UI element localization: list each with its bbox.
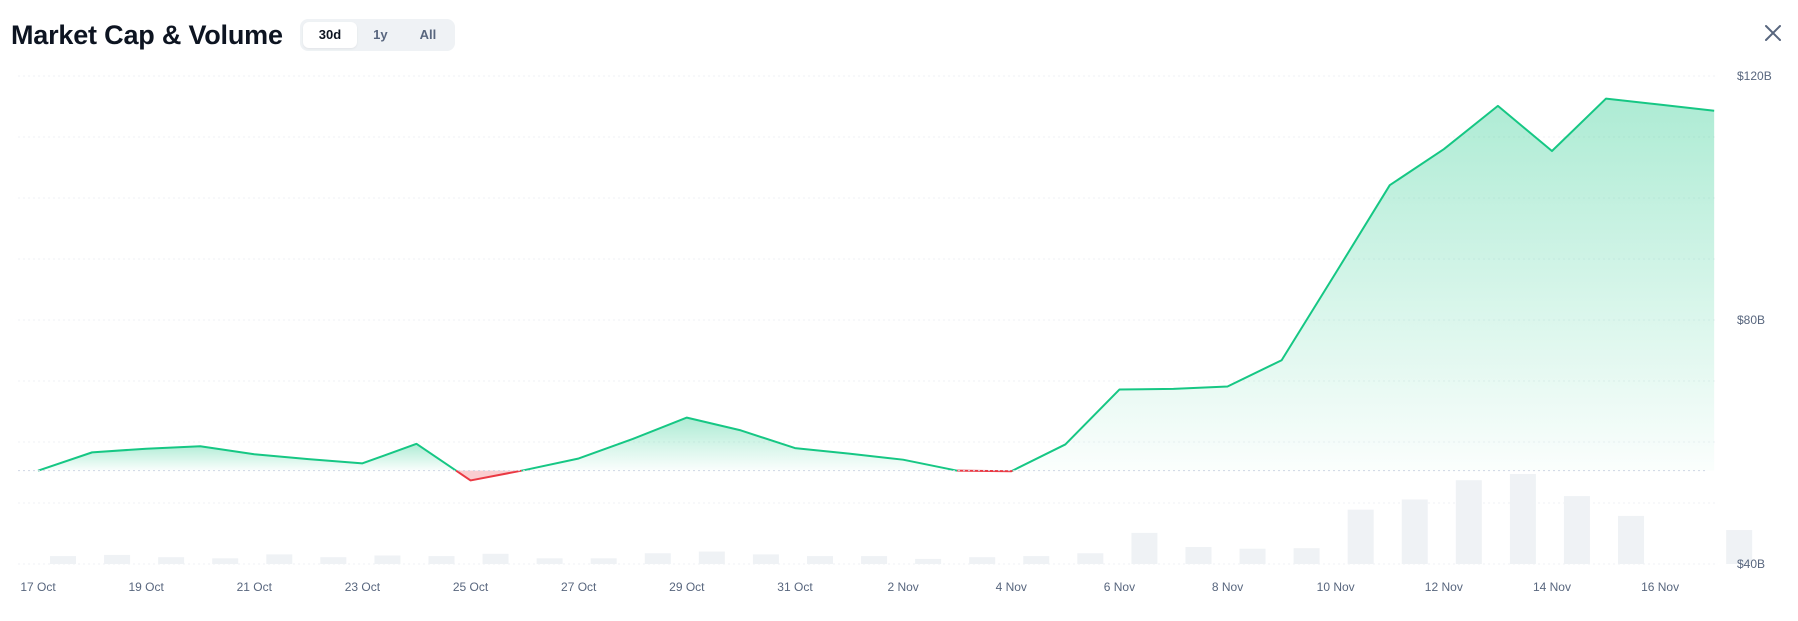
volume-bars bbox=[50, 474, 1753, 564]
x-tick-label: 23 Oct bbox=[345, 580, 381, 594]
x-tick-label: 25 Oct bbox=[453, 580, 489, 594]
volume-bar bbox=[1023, 556, 1050, 564]
volume-bar bbox=[482, 553, 509, 564]
x-tick-label: 16 Nov bbox=[1641, 580, 1679, 594]
volume-bar bbox=[969, 557, 996, 564]
close-icon[interactable] bbox=[1762, 22, 1784, 44]
line-segment-up bbox=[1012, 97, 1715, 472]
y-tick-label: $80B bbox=[1737, 313, 1765, 327]
volume-bar bbox=[50, 556, 76, 564]
x-axis: 17 Oct 19 Oct 21 Oct 23 Oct 25 Oct 27 Oct 29 O… bbox=[20, 580, 1679, 594]
y-tick-label: $120B bbox=[1737, 69, 1772, 83]
y-axis: $40B $80B $120B bbox=[1737, 69, 1772, 571]
market-cap-line bbox=[18, 97, 1715, 482]
volume-bar bbox=[1239, 548, 1266, 564]
x-tick-label: 6 Nov bbox=[1104, 580, 1135, 594]
x-tick-label: 14 Nov bbox=[1533, 580, 1571, 594]
volume-bar bbox=[374, 555, 401, 564]
line-segment-up bbox=[37, 442, 457, 472]
volume-bar bbox=[1131, 532, 1158, 564]
volume-bar bbox=[806, 556, 833, 564]
volume-bar bbox=[1455, 480, 1482, 564]
volume-bar bbox=[861, 556, 888, 564]
tab-30d[interactable]: 30d bbox=[302, 22, 358, 48]
line-segment-down bbox=[957, 469, 1013, 473]
tab-all[interactable]: All bbox=[419, 27, 437, 42]
volume-bar bbox=[1185, 547, 1212, 564]
x-tick-label: 19 Oct bbox=[128, 580, 164, 594]
volume-bar bbox=[320, 557, 347, 564]
volume-bar bbox=[1509, 474, 1536, 564]
area-above-baseline bbox=[521, 417, 958, 471]
y-tick-label: $40B bbox=[1737, 557, 1765, 571]
x-tick-label: 4 Nov bbox=[996, 580, 1027, 594]
area-above-baseline bbox=[38, 443, 457, 471]
volume-bar bbox=[428, 556, 455, 564]
x-tick-label: 2 Nov bbox=[887, 580, 918, 594]
volume-bar bbox=[1401, 499, 1428, 564]
volume-bar bbox=[1347, 509, 1374, 564]
volume-bar bbox=[590, 558, 617, 564]
x-tick-label: 29 Oct bbox=[669, 580, 705, 594]
area-above-baseline bbox=[1012, 98, 1715, 471]
volume-bar bbox=[1077, 553, 1104, 564]
x-tick-label: 10 Nov bbox=[1317, 580, 1355, 594]
volume-bar bbox=[644, 553, 671, 564]
tab-1y[interactable]: 1y bbox=[373, 27, 388, 42]
x-tick-label: 17 Oct bbox=[20, 580, 56, 594]
line-segment-up bbox=[521, 416, 958, 472]
volume-bar bbox=[698, 551, 725, 564]
volume-bar bbox=[536, 558, 563, 564]
volume-bar bbox=[1726, 530, 1753, 564]
x-tick-label: 12 Nov bbox=[1425, 580, 1463, 594]
market-cap-area bbox=[38, 98, 1715, 481]
volume-bar bbox=[1563, 496, 1590, 564]
x-tick-label: 27 Oct bbox=[561, 580, 597, 594]
x-tick-label: 31 Oct bbox=[777, 580, 813, 594]
volume-bar bbox=[1618, 515, 1645, 564]
volume-bar bbox=[212, 558, 239, 564]
line-segment-down bbox=[455, 469, 522, 482]
range-tabs: 30d 1y All bbox=[299, 19, 456, 51]
page-title: Market Cap & Volume bbox=[11, 19, 283, 50]
x-tick-label: 8 Nov bbox=[1212, 580, 1243, 594]
volume-bar bbox=[752, 554, 779, 564]
volume-bar bbox=[158, 557, 185, 564]
volume-bar bbox=[266, 554, 293, 564]
chart-header: Market Cap & Volume 30d 1y All bbox=[11, 18, 456, 52]
x-tick-label: 21 Oct bbox=[237, 580, 273, 594]
volume-bar bbox=[1293, 548, 1320, 564]
volume-bar bbox=[104, 554, 131, 564]
volume-bar bbox=[915, 558, 942, 564]
